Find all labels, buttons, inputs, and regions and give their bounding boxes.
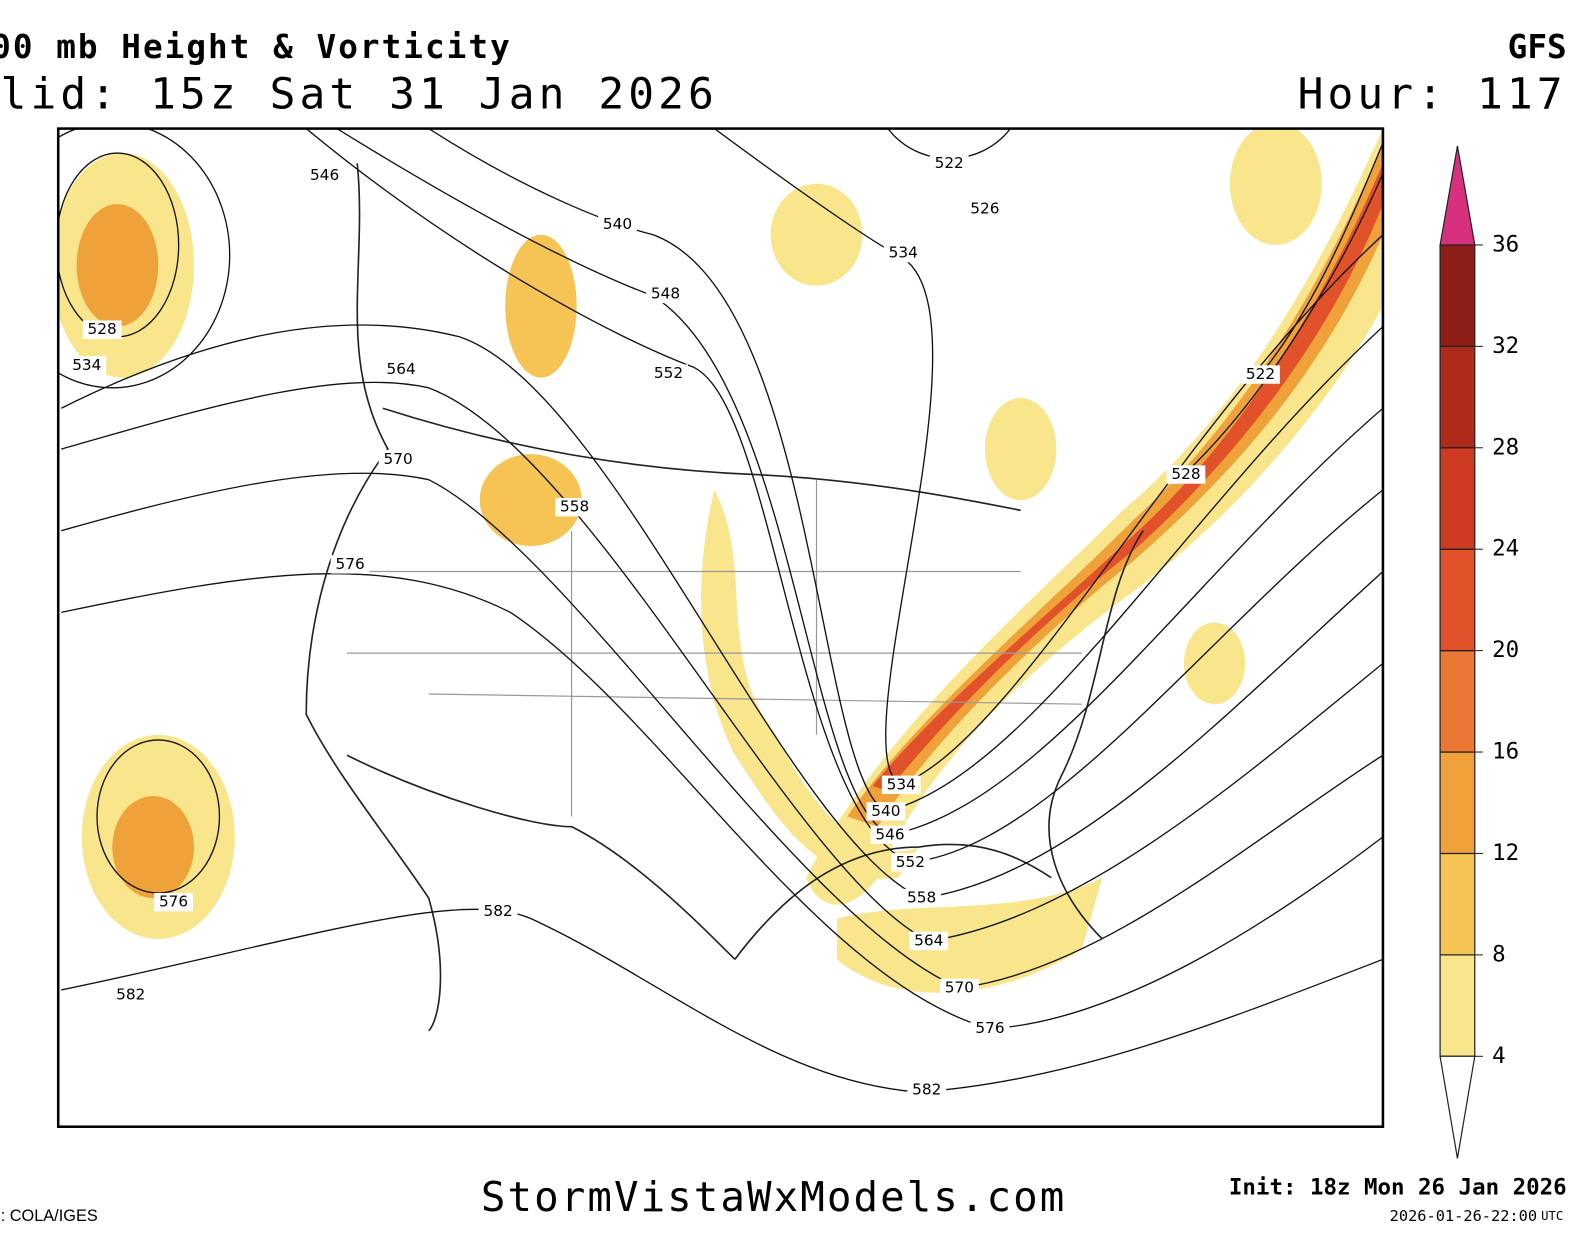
forecast-hour: Hour: 117 (1298, 69, 1567, 119)
contour-labels: 546 540 522 526 534 548 552 564 528 534 570 558 576 5… (67, 154, 1280, 1100)
contour-label-bg (598, 215, 637, 234)
contour-label: 528 (88, 320, 117, 338)
colorbar-over (1439, 145, 1476, 246)
contour-label: 552 (896, 853, 925, 871)
contour-label: 522 (935, 154, 964, 172)
contour-label-bg (154, 893, 193, 912)
timestamp-unit: UTC (1541, 1209, 1563, 1223)
contour-label: 552 (654, 364, 683, 382)
init-time: Init: 18z Mon 26 Jan 2026 (1229, 1174, 1567, 1200)
contour-label: 570 (945, 978, 974, 996)
contour-label: 582 (912, 1080, 941, 1098)
contour-label: 576 (975, 1019, 1004, 1037)
contour-label-bg (1241, 365, 1280, 384)
contour-label-bg (378, 450, 418, 469)
contour-label: 576 (336, 555, 365, 573)
vorticity-shading (58, 128, 1383, 993)
site: StormVistaWxModels.com (481, 1173, 1066, 1221)
contour-label-bg (1166, 465, 1206, 484)
contour-label-bg (478, 902, 518, 921)
contour-label-bg (870, 825, 910, 845)
timestamp: 2026-01-26-22:00 (1390, 1207, 1537, 1225)
contour-label-bg (909, 931, 949, 951)
contour-label-bg (965, 200, 1005, 219)
contour-label: 558 (907, 889, 936, 907)
contour-label-bg (881, 775, 921, 795)
colorbar-bin (1439, 650, 1476, 753)
contour-label: 558 (560, 498, 589, 516)
contour-label: 570 (383, 450, 412, 468)
contour-label: 546 (310, 166, 339, 184)
contour-label-bg (381, 360, 421, 379)
contour-label: 582 (483, 902, 512, 920)
contour-label-bg (891, 853, 930, 872)
contour-label-bg (555, 498, 595, 517)
colorbar-bin (1439, 751, 1476, 855)
colorbar-tick-label: 8 (1492, 941, 1506, 967)
contour-label: 528 (1171, 465, 1200, 483)
contour-label: 564 (387, 360, 416, 378)
contour-label-bg (929, 154, 969, 173)
title: 500 mb Height & Vorticity (0, 28, 512, 66)
colorbar-tick-label: 4 (1492, 1043, 1506, 1069)
contour-label: 534 (887, 775, 916, 793)
map: 546 540 522 526 534 548 552 564 528 534 570 558 576 5… (58, 128, 1383, 1127)
contour-label: 576 (159, 893, 188, 911)
contour-label: 540 (871, 802, 900, 820)
contour-label-bg (111, 985, 151, 1005)
contour-label-bg (82, 320, 122, 339)
contour-label-bg (646, 284, 685, 304)
colorbar-tick-label: 16 (1492, 739, 1519, 765)
contour-label-bg (940, 978, 979, 998)
colorbar-tick-label: 12 (1492, 840, 1519, 866)
contour-label: 548 (651, 284, 680, 302)
colorbar: 4 8 12 16 20 24 28 32 36 (1439, 145, 1519, 1159)
colorbar-tick-label: 20 (1492, 637, 1519, 663)
contour-label-bg (883, 243, 923, 263)
model-name: GFS (1508, 28, 1567, 66)
colorbar-bin (1439, 954, 1476, 1057)
contour-label: 526 (970, 200, 999, 218)
contour-label-bg (970, 1019, 1010, 1038)
contour-label: 540 (603, 215, 632, 233)
contour-label-bg (902, 888, 942, 908)
colorbar-bin (1439, 548, 1476, 652)
height-contours (58, 128, 1383, 1093)
valid-time: Valid: 15z Sat 31 Jan 2026 (0, 69, 718, 119)
colorbar-under (1439, 1055, 1476, 1159)
colorbar-tick-label: 28 (1492, 434, 1519, 460)
colorbar-bin (1439, 447, 1476, 550)
colorbar-bin (1439, 345, 1476, 449)
contour-label: 582 (116, 986, 145, 1004)
boundaries (305, 163, 1144, 1032)
contour-label-bg (305, 166, 344, 185)
contour-label-bg (907, 1080, 947, 1100)
colorbar-bin (1439, 852, 1476, 956)
colorbar-tick-label: 32 (1492, 333, 1519, 359)
contour-label-bg (866, 802, 906, 821)
colorbar-bin (1439, 244, 1476, 347)
contour-label-bg (649, 364, 688, 383)
contour-label-bg (67, 356, 107, 375)
contour-label: 534 (889, 244, 918, 262)
credit: GrADS: COLA/IGES (0, 1207, 98, 1225)
map-frame (56, 127, 1385, 1128)
contour-label-bg (330, 555, 370, 574)
contour-label: 522 (1246, 365, 1275, 383)
contour-label: 534 (72, 356, 101, 374)
colorbar-tick-label: 36 (1492, 231, 1519, 257)
contour-label: 546 (875, 825, 904, 843)
contour-label: 564 (914, 931, 943, 949)
colorbar-tick-label: 24 (1492, 536, 1519, 562)
